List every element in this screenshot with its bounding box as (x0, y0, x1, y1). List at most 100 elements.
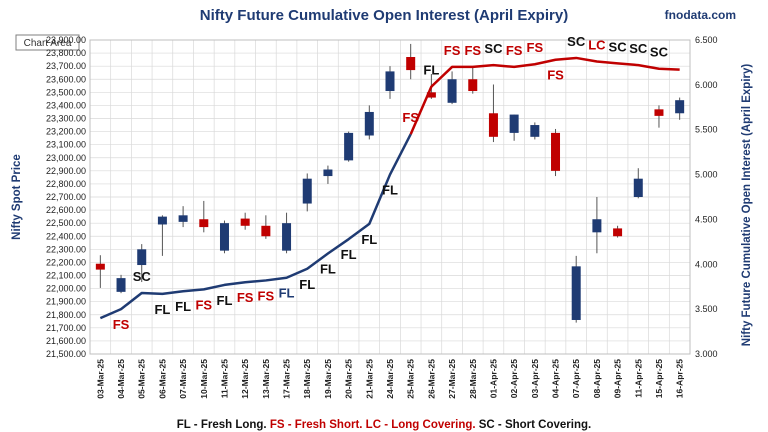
candle-body (592, 219, 602, 233)
candle (654, 105, 664, 128)
oi-line-segment-red (409, 56, 680, 135)
x-tick-label: 09-Apr-25 (613, 359, 623, 398)
oi-annotation-label: FL (299, 277, 315, 292)
oi-annotation-label: FS (506, 43, 523, 58)
candle (199, 200, 209, 233)
x-tick-label: 05-Mar-25 (137, 359, 147, 399)
legend-short-covering: SC - Short Covering. (476, 419, 592, 431)
gridlines (89, 39, 691, 355)
chart-area-chip-label[interactable]: Chart Area (24, 38, 72, 49)
x-tick-label: 25-Mar-25 (406, 359, 416, 399)
chart-area-chip[interactable]: Chart Area (15, 34, 80, 51)
candle (282, 212, 292, 254)
y-tick-left: 23,600.00 (46, 74, 86, 84)
x-tick-label: 04-Apr-25 (551, 359, 561, 398)
candle (261, 215, 271, 239)
y-axis-right: 3.000 3.500 4.000 4.500 5.000 5.500 6.000 6.500 (695, 35, 718, 359)
y-tick-left: 23,200.00 (46, 127, 86, 137)
candle-body (302, 178, 312, 204)
oi-annotation-label: FS (464, 43, 481, 58)
y-tick-left: 22,400.00 (46, 231, 86, 241)
y-axis-right-title: Nifty Future Cumulative Open Interest (A… (741, 64, 753, 347)
candle-body (571, 266, 581, 320)
candle-body (240, 218, 250, 226)
y-tick-left: 21,700.00 (46, 323, 86, 333)
candle-body (406, 57, 416, 71)
y-tick-left: 23,900.00 (46, 35, 86, 45)
oi-annotation-label: FS (444, 43, 461, 58)
y-tick-right: 4.000 (695, 259, 718, 269)
oi-annotation-label: FL (320, 262, 336, 277)
y-axis-left-title: Nifty Spot Price (11, 154, 23, 240)
oi-annotation-label: SC (650, 45, 669, 60)
x-tick-label: 24-Mar-25 (385, 359, 395, 399)
oi-annotation-label: FS (113, 317, 130, 332)
candle-body (137, 249, 147, 266)
x-tick-label: 16-Apr-25 (675, 359, 685, 398)
candle (385, 66, 395, 99)
candle-body (633, 178, 643, 197)
y-tick-left: 21,900.00 (46, 297, 86, 307)
oi-annotation-label: FL (382, 183, 398, 198)
oi-annotation-label: SC (484, 41, 503, 56)
oi-annotation-label: FS (258, 288, 275, 303)
x-tick-label: 26-Mar-25 (426, 359, 436, 399)
oi-annotation-label: FS (402, 110, 419, 125)
x-tick-label: 21-Mar-25 (364, 359, 374, 399)
y-tick-right: 3.500 (695, 304, 718, 314)
oi-annotation-label: FL (175, 299, 191, 314)
y-tick-left: 23,300.00 (46, 114, 86, 124)
brand-label: fnodata.com (665, 8, 736, 22)
y-tick-left: 23,800.00 (46, 48, 86, 58)
candle (447, 71, 457, 105)
candle (302, 173, 312, 212)
y-tick-right: 6.000 (695, 80, 718, 90)
candle-body (447, 79, 457, 103)
candle-body (116, 278, 126, 292)
legend-fresh-short: FS - Fresh Short. (267, 419, 363, 431)
oi-annotation-label: SC (629, 41, 648, 56)
y-tick-left: 22,300.00 (46, 244, 86, 254)
x-tick-label: 12-Mar-25 (240, 359, 250, 399)
candle-body (613, 228, 623, 237)
y-tick-left: 22,200.00 (46, 257, 86, 267)
candle (95, 255, 105, 288)
oi-annotation-label: FL (279, 286, 295, 301)
candle-body (488, 113, 498, 137)
candle-body (157, 216, 167, 225)
y-tick-right: 5.500 (695, 125, 718, 135)
oi-annotation-label: LC (588, 38, 606, 53)
oi-annotation-label: SC (133, 269, 152, 284)
x-tick-label: 11-Apr-25 (633, 359, 643, 398)
oi-annotation-label: FL (423, 63, 439, 78)
x-tick-label: 18-Mar-25 (302, 359, 312, 399)
plot-area (89, 39, 691, 355)
candle-body (261, 225, 271, 237)
y-tick-left: 22,600.00 (46, 205, 86, 215)
chart-area-chip-box[interactable] (15, 34, 80, 51)
candle (157, 215, 167, 256)
y-tick-left: 23,400.00 (46, 100, 86, 110)
oi-annotation-label: FS (195, 297, 212, 312)
candle (116, 274, 126, 294)
x-tick-label: 08-Apr-25 (592, 359, 602, 398)
x-tick-label: 13-Mar-25 (261, 359, 271, 399)
y-tick-left: 23,000.00 (46, 153, 86, 163)
oi-annotation-label: FL (341, 247, 357, 262)
candle (137, 244, 147, 283)
candle-body (468, 79, 478, 92)
candle-body (344, 132, 354, 161)
candle-body (323, 169, 333, 177)
oi-annotation-label: FL (217, 293, 233, 308)
x-tick-label: 15-Apr-25 (654, 359, 664, 398)
candle-body (654, 109, 664, 116)
x-tick-label: 07-Apr-25 (571, 359, 581, 398)
candle-body (675, 100, 685, 114)
candle-body (426, 92, 436, 98)
y-tick-right: 3.000 (695, 349, 718, 359)
candle-body (385, 71, 395, 92)
oi-annotation-label: FL (154, 302, 170, 317)
x-tick-label: 06-Mar-25 (157, 359, 167, 399)
